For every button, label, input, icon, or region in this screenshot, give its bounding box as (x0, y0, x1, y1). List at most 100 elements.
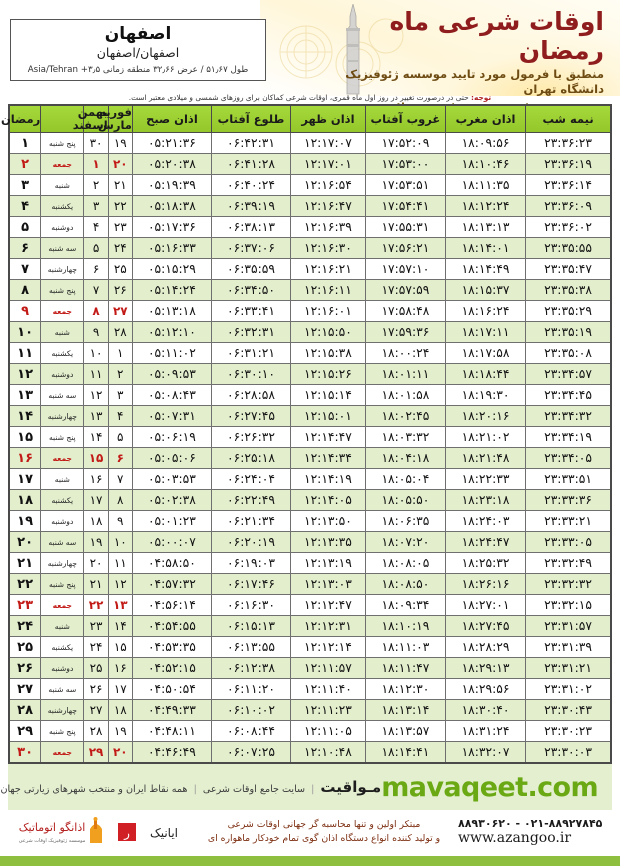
cell-noon: ۱۲:۱۷:۰۱ (290, 153, 366, 176)
cell-fajr: ۰۴:۵۰:۵۴ (131, 678, 212, 701)
cell-maghreb: ۱۸:۱۷:۵۸ (444, 342, 527, 365)
cell-gregorian-day: ۱۵ (107, 636, 133, 659)
cell-noon: ۱۲:۱۶:۳۹ (290, 216, 366, 239)
cell-sunrise: ۰۶:۳۰:۱۰ (210, 363, 292, 386)
cell-maghreb: ۱۸:۳۰:۴۰ (444, 699, 527, 722)
cell-sunrise: ۰۶:۲۶:۳۲ (210, 426, 292, 449)
azangoo-description-line-2: و تولید کننده انواع دستگاه اذان گوی تمام… (207, 833, 441, 844)
cell-fajr: ۰۴:۵۷:۳۲ (131, 573, 212, 596)
cell-gregorian-day: ۴ (107, 405, 133, 428)
cell-sunrise: ۰۶:۲۷:۴۵ (210, 405, 292, 428)
azangoo-url[interactable]: www.azangoo.ir (458, 830, 572, 847)
cell-ramadan-day: ۹ (8, 300, 42, 323)
cell-sunrise: ۰۶:۴۲:۳۱ (210, 132, 292, 155)
mavaqeet-band: mavaqeet.com مـواقيت | سایت جامع اوقات ش… (0, 764, 612, 810)
cell-fajr: ۰۴:۴۶:۴۹ (131, 741, 212, 764)
mavaqeet-tagline-2: همه نقاط ایران و منتخب شهرهای زیارتی جها… (0, 784, 188, 795)
azangoo-contact: ۰۲۱-۸۸۹۲۷۸۴۵ - ۸۸۹۳۰۶۲۰ www.azangoo.ir (458, 816, 608, 847)
cell-sunrise: ۰۶:۲۵:۱۸ (210, 447, 292, 470)
cell-midnight: ۲۳:۳۱:۵۷ (525, 615, 612, 638)
table-row: ۲۳:۳۴:۴۵ ۱۸:۱۹:۳۰ ۱۸:۰۱:۵۸ ۱۲:۱۵:۱۴ ۰۶:۲۸:۵۸… (8, 384, 612, 407)
cell-ramadan-day: ۱ (8, 132, 42, 155)
cell-weekday: پنج شنبه (40, 426, 85, 449)
cell-maghreb: ۱۸:۱۲:۲۴ (444, 195, 527, 218)
cell-weekday: جمعه (40, 594, 85, 617)
table-row: ۲۳:۳۴:۵۷ ۱۸:۱۸:۴۴ ۱۸:۰۱:۱۱ ۱۲:۱۵:۲۶ ۰۶:۳۰:۱۰… (8, 363, 612, 386)
table-row: ۲۳:۳۵:۰۸ ۱۸:۱۷:۵۸ ۱۸:۰۰:۲۴ ۱۲:۱۵:۳۸ ۰۶:۳۱:۲۱… (8, 342, 612, 365)
cell-weekday: چهارشنبه (40, 258, 85, 281)
cell-sunrise: ۰۶:۳۴:۵۰ (210, 279, 292, 302)
table-header-row: نیمه شب اذان مغرب غروب آفتاب اذان ظهر طل… (1, 104, 612, 134)
cell-maghreb: ۱۸:۲۶:۱۶ (444, 573, 527, 596)
cell-noon: ۱۲:۱۲:۴۷ (290, 594, 366, 617)
cell-gregorian-day: ۳ (107, 384, 133, 407)
cell-sunset: ۱۸:۰۸:۰۵ (364, 552, 446, 575)
cell-ramadan-day: ۵ (8, 216, 42, 239)
cell-noon: ۱۲:۱۶:۱۱ (290, 279, 366, 302)
cell-gregorian-day: ۲۵ (107, 258, 133, 281)
cell-weekday: سه شنبه (40, 384, 85, 407)
table-row: ۲۳:۳۵:۱۹ ۱۸:۱۷:۱۱ ۱۷:۵۹:۳۶ ۱۲:۱۵:۵۰ ۰۶:۳۲:۳۱… (8, 321, 612, 344)
azangoo-band: ۰۲۱-۸۸۹۲۷۸۴۵ - ۸۸۹۳۰۶۲۰ www.azangoo.ir م… (0, 810, 620, 854)
cell-sunrise: ۰۶:۲۸:۵۸ (210, 384, 292, 407)
cell-noon: ۱۲:۱۶:۲۱ (290, 258, 366, 281)
cell-gregorian-day: ۱۱ (107, 552, 133, 575)
mavaqeet-logo[interactable]: mavaqeet.com (381, 771, 598, 803)
cell-weekday: دوشنبه (40, 657, 85, 680)
cell-solar-day: ۱۹ (83, 531, 109, 554)
decorative-banner (260, 0, 620, 96)
cell-gregorian-day: ۷ (107, 468, 133, 491)
cell-ramadan-day: ۱۵ (8, 426, 42, 449)
azangoo-phone: ۰۲۱-۸۸۹۲۷۸۴۵ - ۸۸۹۳۰۶۲۰ (458, 816, 603, 830)
cell-noon: ۱۲:۱۱:۲۳ (290, 699, 366, 722)
azangoo-logo: اذانگو اتوماتیک موسسه ژئوفیزیک اوقات شرع… (14, 817, 110, 847)
cell-sunset: ۱۷:۵۴:۴۱ (364, 195, 446, 218)
cell-solar-day: ۱۴ (83, 426, 109, 449)
cell-gregorian-day: ۲۳ (107, 216, 133, 239)
cell-gregorian-day: ۵ (107, 426, 133, 449)
cell-fajr: ۰۵:۱۲:۱۰ (131, 321, 212, 344)
cell-solar-day: ۲۱ (83, 573, 109, 596)
cell-solar-day: ۱ (83, 153, 109, 176)
mavaqeet-brand-name: مـواقيت (320, 778, 382, 796)
cell-gregorian-day: ۲۰ (107, 153, 133, 176)
city-name: اصفهان (104, 24, 172, 44)
cell-ramadan-day: ۲۹ (8, 720, 42, 743)
cell-fajr: ۰۵:۱۸:۳۸ (131, 195, 212, 218)
table-row: ۲۳:۳۶:۱۴ ۱۸:۱۱:۳۵ ۱۷:۵۳:۵۱ ۱۲:۱۶:۵۴ ۰۶:۴۰:۲۴… (8, 174, 612, 197)
cell-weekday: پنج شنبه (40, 279, 85, 302)
cell-sunset: ۱۸:۱۱:۰۳ (364, 636, 446, 659)
cell-gregorian-day: ۱۲ (107, 573, 133, 596)
cell-fajr: ۰۵:۰۲:۳۸ (131, 489, 212, 512)
table-row: ۲۳:۳۳:۲۱ ۱۸:۲۴:۰۳ ۱۸:۰۶:۳۵ ۱۲:۱۳:۵۰ ۰۶:۲۱:۳۴… (8, 510, 612, 533)
cell-maghreb: ۱۸:۱۱:۳۵ (444, 174, 527, 197)
svg-text:اذانگو اتوماتیک: اذانگو اتوماتیک (19, 821, 86, 834)
table-row: ۲۳:۳۲:۳۲ ۱۸:۲۶:۱۶ ۱۸:۰۸:۵۰ ۱۲:۱۳:۰۳ ۰۶:۱۷:۴۶… (8, 573, 612, 596)
cell-midnight: ۲۳:۳۱:۰۲ (525, 678, 612, 701)
prayer-times-table: نیمه شب اذان مغرب غروب آفتاب اذان ظهر طل… (1, 104, 612, 764)
table-row: ۲۳:۳۱:۲۱ ۱۸:۲۹:۱۳ ۱۸:۱۱:۴۷ ۱۲:۱۱:۵۷ ۰۶:۱۲:۳۸… (8, 657, 612, 680)
cell-midnight: ۲۳:۳۵:۴۷ (525, 258, 612, 281)
cell-fajr: ۰۴:۴۸:۱۱ (131, 720, 212, 743)
cell-sunset: ۱۷:۵۵:۳۱ (364, 216, 446, 239)
cell-maghreb: ۱۸:۳۱:۲۴ (444, 720, 527, 743)
cell-gregorian-day: ۱۶ (107, 657, 133, 680)
cell-fajr: ۰۴:۵۸:۵۰ (131, 552, 212, 575)
header-maghreb: اذان مغرب (444, 104, 527, 134)
cell-fajr: ۰۵:۰۰:۰۷ (131, 531, 212, 554)
cell-solar-day: ۱۶ (83, 468, 109, 491)
city-coordinates: طول ۵۱٫۶۷ / عرض ۳۲٫۶۶ منطقه زمانی ۳٫۵+ A… (27, 64, 249, 75)
cell-sunset: ۱۸:۱۰:۱۹ (364, 615, 446, 638)
table-row: ۲۳:۳۱:۰۲ ۱۸:۲۹:۵۶ ۱۸:۱۲:۳۰ ۱۲:۱۱:۴۰ ۰۶:۱۱:۲۰… (8, 678, 612, 701)
cell-fajr: ۰۴:۵۲:۱۵ (131, 657, 212, 680)
svg-text:موسسه ژئوفیزیک اوقات شرعی: موسسه ژئوفیزیک اوقات شرعی (19, 838, 86, 844)
note-keyword: توجه: (471, 93, 492, 102)
table-row: ۲۳:۳۰:۲۳ ۱۸:۳۱:۲۴ ۱۸:۱۳:۵۷ ۱۲:۱۱:۰۵ ۰۶:۰۸:۴۴… (8, 720, 612, 743)
cell-weekday: یکشنبه (40, 489, 85, 512)
cell-maghreb: ۱۸:۲۲:۳۳ (444, 468, 527, 491)
cell-midnight: ۲۳:۳۴:۰۵ (525, 447, 612, 470)
cell-weekday: چهارشنبه (40, 405, 85, 428)
table-row: ۲۳:۳۲:۴۹ ۱۸:۲۵:۳۲ ۱۸:۰۸:۰۵ ۱۲:۱۳:۱۹ ۰۶:۱۹:۰۳… (8, 552, 612, 575)
cell-noon: ۱۲:۱۶:۰۱ (290, 300, 366, 323)
